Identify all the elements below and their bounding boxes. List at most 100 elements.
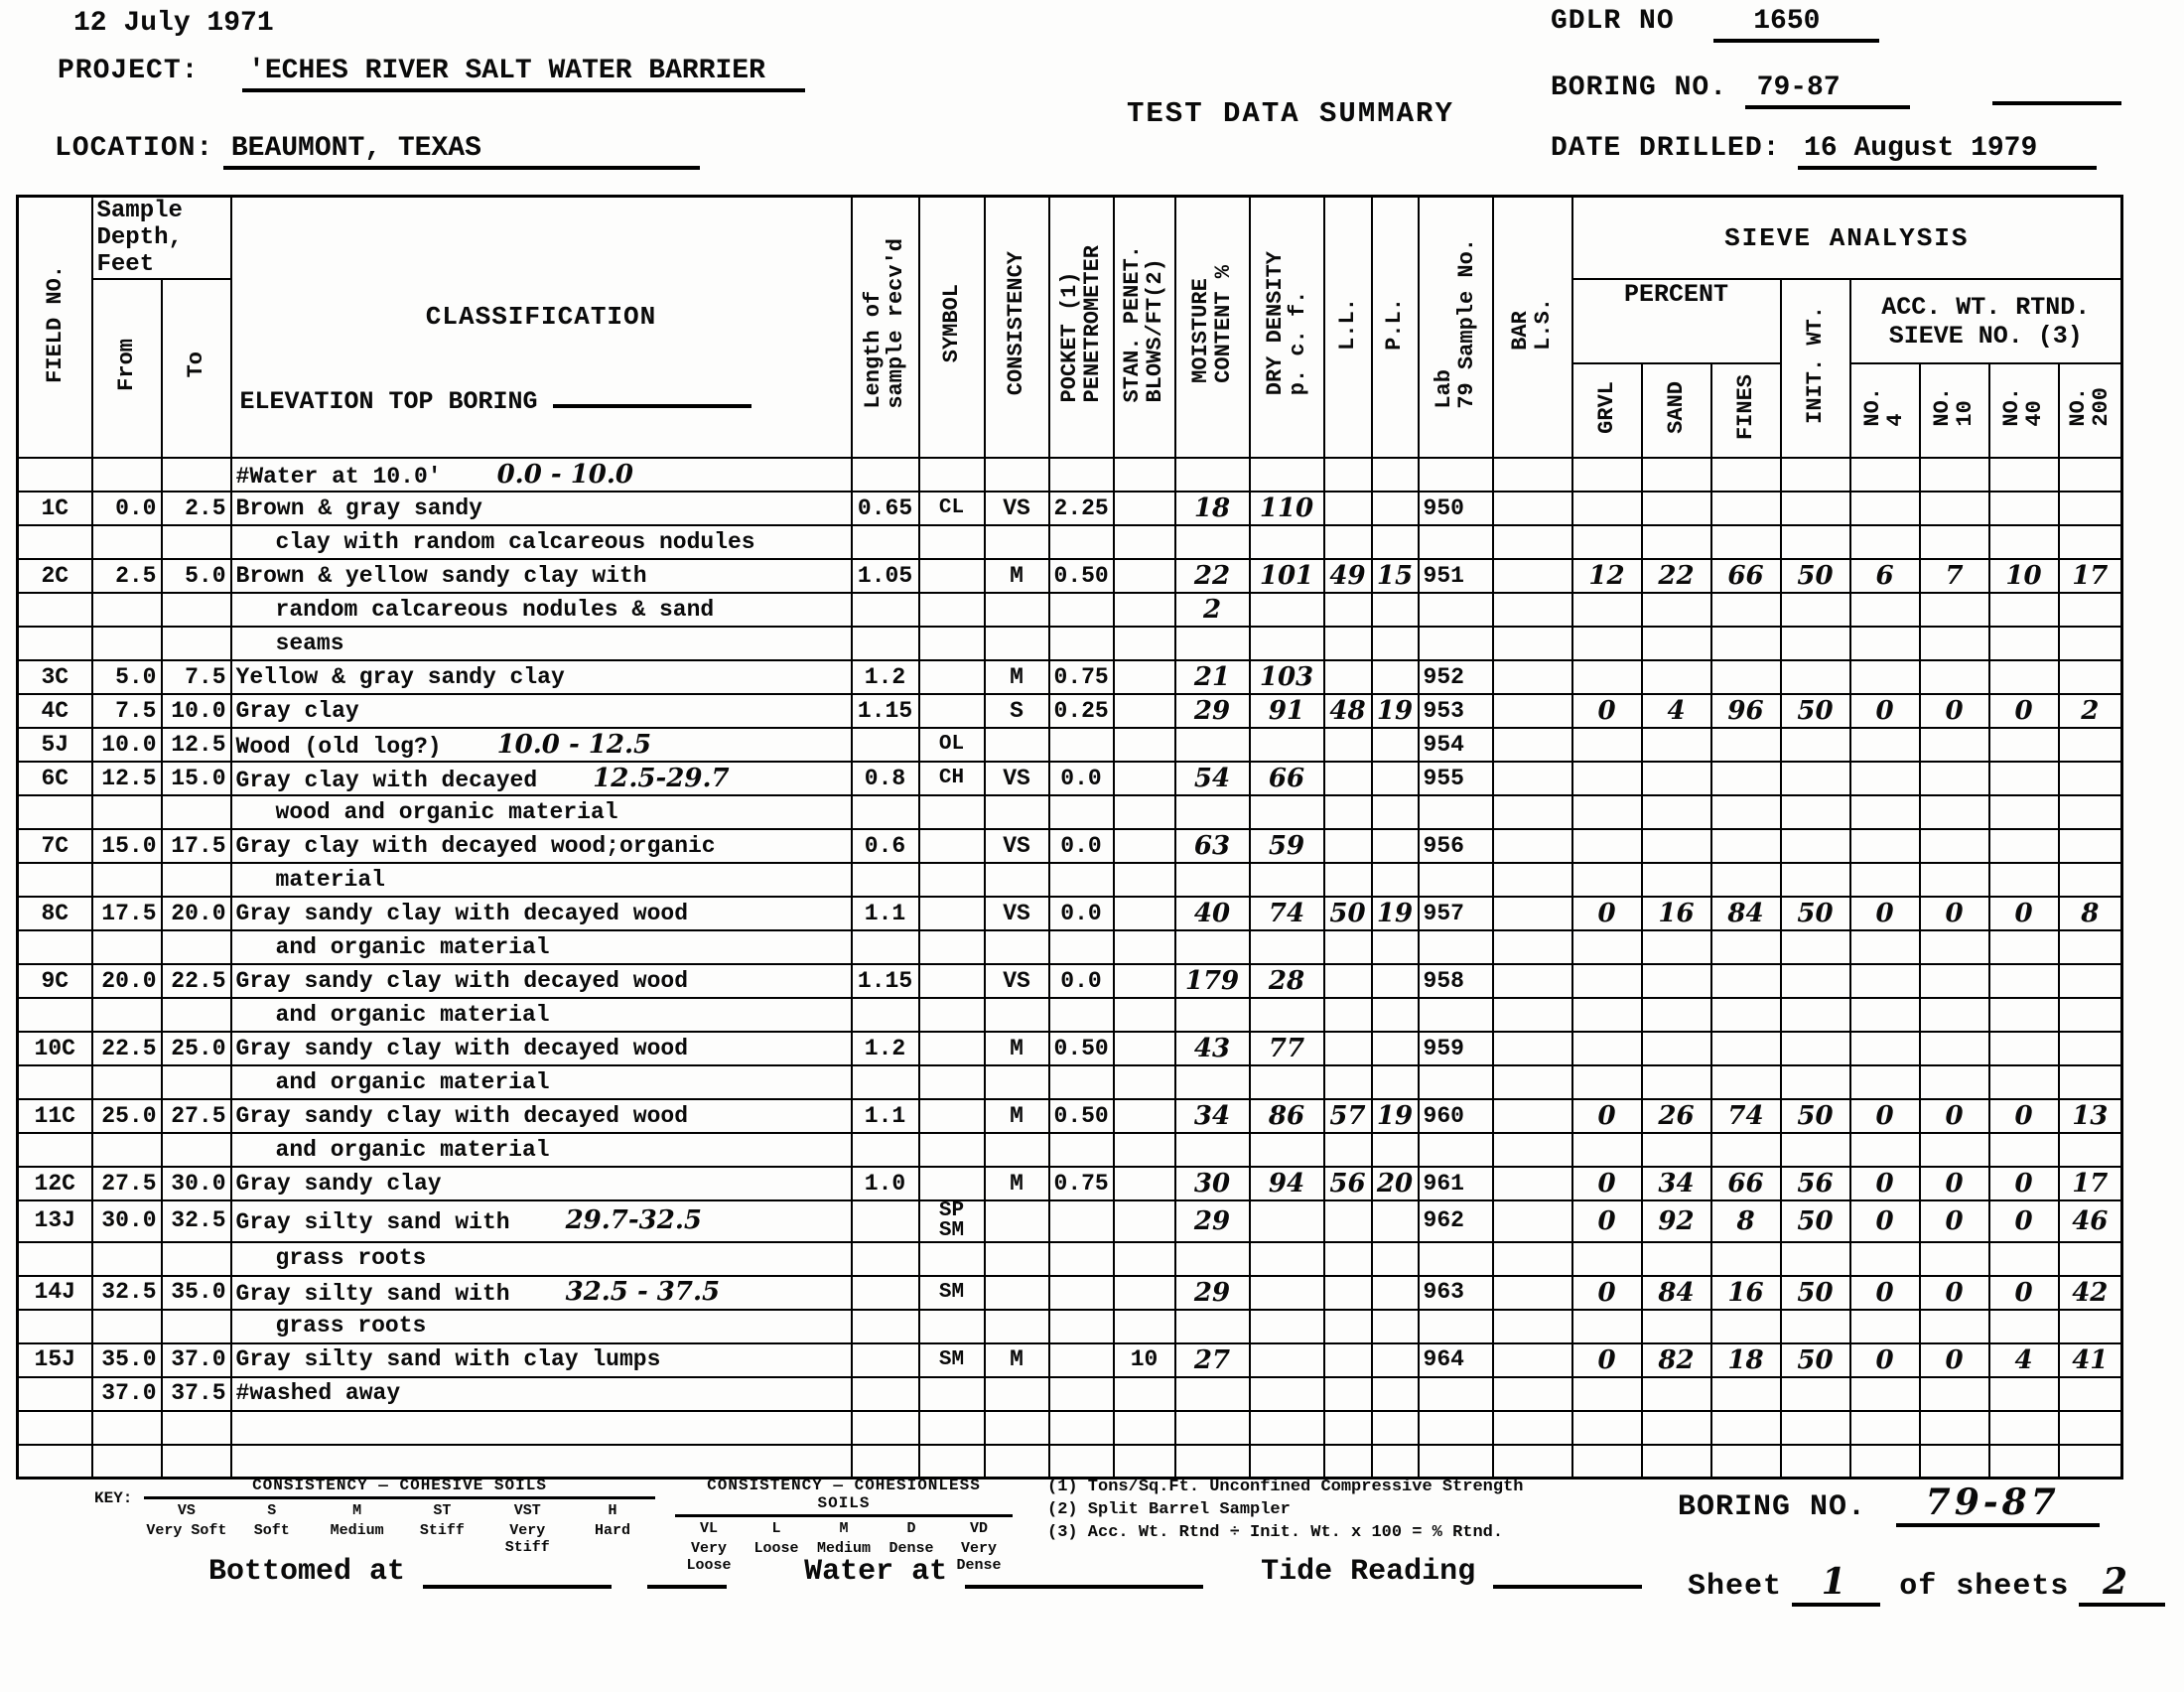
bottomed-at-label: Bottomed at bbox=[208, 1555, 406, 1589]
cell-to: 37.5 bbox=[160, 1375, 232, 1412]
cell-pp bbox=[1047, 862, 1115, 898]
cell-sp bbox=[1112, 794, 1176, 830]
table-row: wood and organic material bbox=[16, 794, 2123, 830]
cell-sand bbox=[1640, 1375, 1712, 1412]
cell-sym bbox=[917, 1064, 986, 1100]
cell-n200 bbox=[2057, 1443, 2123, 1480]
cell-fines bbox=[1709, 1031, 1782, 1066]
cell-n40: 4 bbox=[1987, 1341, 2060, 1378]
cell-lab: 958 bbox=[1417, 963, 1494, 999]
classification-text: Gray silty sand with clay lumps bbox=[235, 1346, 661, 1373]
cell-lab: 959 bbox=[1417, 1031, 1494, 1066]
footer-boring-no-label: BORING NO. bbox=[1678, 1490, 1867, 1524]
cell-len: 1.1 bbox=[850, 896, 920, 931]
cell-n4 bbox=[1848, 761, 1921, 796]
boring-no-row: BORING NO. 79-87 bbox=[1551, 68, 2122, 109]
cell-pp: 0.50 bbox=[1047, 1098, 1115, 1134]
cell-bar bbox=[1491, 491, 1573, 526]
cell-con: S bbox=[983, 693, 1050, 729]
classification-handwritten-note: 32.5 - 37.5 bbox=[565, 1277, 721, 1308]
cell-sand bbox=[1640, 794, 1712, 830]
cell-sp bbox=[1112, 1166, 1176, 1201]
cell-from: 35.0 bbox=[90, 1341, 163, 1378]
classification-text: material bbox=[275, 866, 385, 893]
cell-init bbox=[1779, 997, 1851, 1033]
classification-text: Brown & yellow sandy clay with bbox=[235, 562, 647, 589]
cell-ll bbox=[1322, 794, 1373, 830]
cell-con: M bbox=[983, 1098, 1050, 1134]
cell-sym bbox=[917, 1240, 986, 1277]
cell-pl bbox=[1370, 1443, 1420, 1480]
cell-field: 5J bbox=[16, 727, 93, 763]
cell-con: VS bbox=[983, 963, 1050, 999]
cell-sym bbox=[917, 828, 986, 864]
cell-len bbox=[850, 1308, 920, 1344]
cell-ll bbox=[1322, 727, 1373, 763]
cell-n10 bbox=[1918, 491, 1990, 526]
cell-cls: Brown & gray sandy bbox=[229, 491, 853, 526]
cell-ll bbox=[1322, 1274, 1373, 1311]
col-header-dry-density: DRY DENSITY p. c. f. bbox=[1248, 195, 1325, 459]
cell-n200 bbox=[2057, 457, 2123, 493]
cell-sp bbox=[1112, 491, 1176, 526]
cell-lab bbox=[1417, 929, 1494, 965]
cell-init bbox=[1779, 1308, 1851, 1344]
cell-sand bbox=[1640, 1409, 1712, 1446]
cell-fines: 66 bbox=[1709, 1166, 1782, 1201]
cell-n40 bbox=[1987, 997, 2060, 1033]
cell-n40 bbox=[1987, 457, 2060, 493]
cell-field bbox=[16, 1064, 93, 1100]
cell-con: VS bbox=[983, 761, 1050, 796]
cell-n4: 0 bbox=[1848, 693, 1921, 729]
classification-text: Brown & gray sandy bbox=[235, 494, 482, 521]
cell-init bbox=[1779, 491, 1851, 526]
cell-bar bbox=[1491, 457, 1573, 493]
key-code: VST bbox=[513, 1502, 541, 1519]
classification-text: grass roots bbox=[275, 1313, 427, 1340]
cell-cls: clay with random calcareous nodules bbox=[229, 524, 853, 560]
cell-sp bbox=[1112, 727, 1176, 763]
table-row: 9C 20.0 22.5 Gray sandy clay with decayed w… bbox=[16, 963, 2123, 999]
cell-ll bbox=[1322, 491, 1373, 526]
project-value: 'ECHES RIVER SALT WATER BARRIER bbox=[242, 56, 805, 92]
cell-sp bbox=[1112, 862, 1176, 898]
table-row: random calcareous nodules & sand 2 bbox=[16, 592, 2123, 628]
cell-lab bbox=[1417, 524, 1494, 560]
footnote: (3) Acc. Wt. Rtnd ÷ Init. Wt. x 100 = % … bbox=[1047, 1522, 1504, 1542]
cell-cls: Gray clay with decayed 12.5-29.7 bbox=[229, 761, 853, 796]
cell-grvl bbox=[1570, 727, 1643, 763]
cell-bar bbox=[1491, 592, 1573, 628]
cell-n200 bbox=[2057, 1031, 2123, 1066]
cell-pp bbox=[1047, 929, 1115, 965]
cell-n10 bbox=[1918, 997, 1990, 1033]
cell-mc: 54 bbox=[1173, 761, 1251, 796]
cell-sand: 34 bbox=[1640, 1166, 1712, 1201]
sheets-total-value: 2 bbox=[2078, 1561, 2165, 1607]
cell-sand: 26 bbox=[1640, 1098, 1712, 1134]
cell-n200 bbox=[2057, 659, 2123, 695]
cell-init bbox=[1779, 592, 1851, 628]
cell-sym bbox=[917, 963, 986, 999]
table-row: 4C 7.5 10.0 Gray clay 1.15 S 0.25 29 91 48 19 953 0 4… bbox=[16, 693, 2123, 729]
cell-ll bbox=[1322, 1443, 1373, 1480]
col-header-to: To bbox=[160, 278, 232, 459]
cell-n200: 42 bbox=[2057, 1274, 2123, 1311]
cell-n200 bbox=[2057, 626, 2123, 661]
cell-fines: 96 bbox=[1709, 693, 1782, 729]
cell-con: M bbox=[983, 1166, 1050, 1201]
cell-n200 bbox=[2057, 1132, 2123, 1168]
cell-sym: SM bbox=[917, 1274, 986, 1311]
cell-n4 bbox=[1848, 1308, 1921, 1344]
cell-init: 50 bbox=[1779, 1098, 1851, 1134]
cell-from: 20.0 bbox=[90, 963, 163, 999]
cell-con bbox=[983, 929, 1050, 965]
cell-sp bbox=[1112, 1375, 1176, 1412]
cell-grvl bbox=[1570, 828, 1643, 864]
cell-sand bbox=[1640, 862, 1712, 898]
table-row: and organic material bbox=[16, 997, 2123, 1033]
cell-to: 27.5 bbox=[160, 1098, 232, 1134]
cell-lab bbox=[1417, 626, 1494, 661]
cell-len bbox=[850, 1409, 920, 1446]
cell-grvl: 0 bbox=[1570, 693, 1643, 729]
cell-lab: 956 bbox=[1417, 828, 1494, 864]
